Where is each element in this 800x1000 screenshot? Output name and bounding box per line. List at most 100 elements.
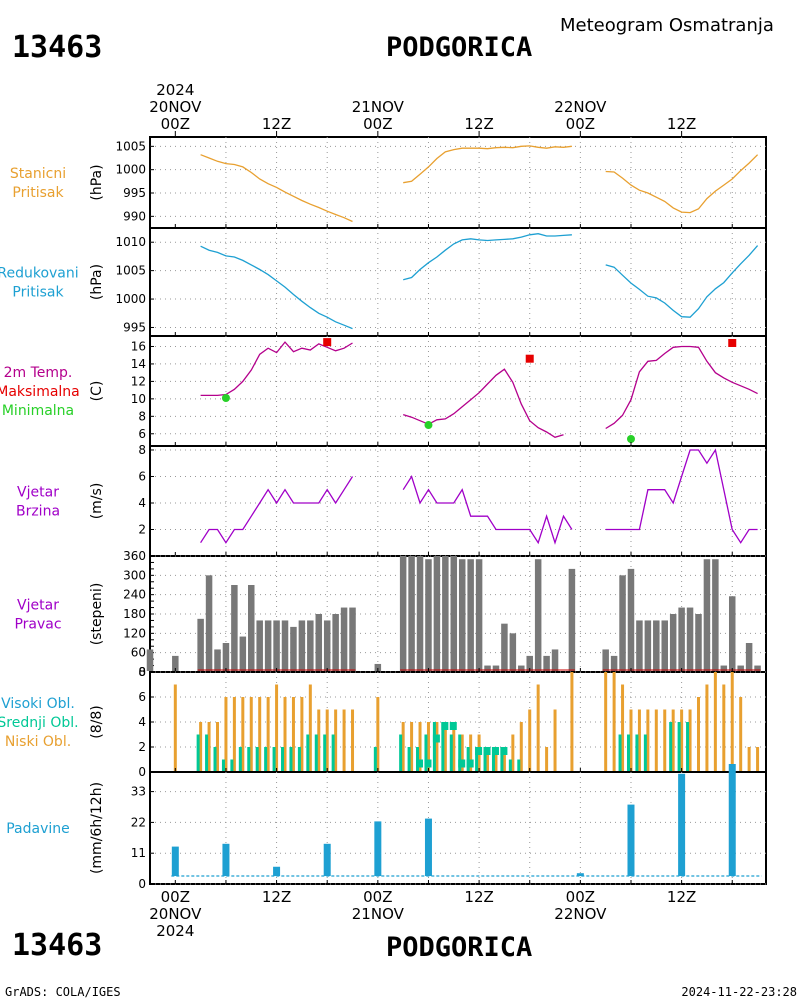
wind-direction-bar <box>627 568 635 671</box>
wind-direction-bar <box>551 649 559 671</box>
wind-direction-bar <box>374 663 382 671</box>
wind-direction-bar <box>754 665 761 671</box>
low-cloud-bar <box>621 684 625 772</box>
panel-label: Maksimalna <box>0 384 80 400</box>
series-line <box>403 145 572 184</box>
low-cloud-bar <box>241 697 245 772</box>
high-cloud-bar <box>458 759 466 768</box>
mid-cloud-bar <box>643 734 647 772</box>
time-label: 12Z <box>667 115 696 133</box>
time-label: 00Z <box>363 115 392 133</box>
y-tick-label: 60 <box>131 646 146 660</box>
y-axis-label: (mm/6h/12h) <box>89 782 105 874</box>
panel-label: Pravac <box>14 617 61 633</box>
low-cloud-bar <box>713 672 717 772</box>
low-cloud-bar <box>376 697 380 772</box>
mid-cloud-bar <box>314 734 318 772</box>
panel-wind_direction: 0 60 120 180 240 300 360 (stepeni) Vjetar Pravac <box>14 549 767 679</box>
wind-direction-bar <box>340 607 348 671</box>
precip-bar <box>171 846 179 876</box>
y-axis-label: (stepeni) <box>89 583 105 646</box>
tmin-marker <box>424 421 433 430</box>
panel-label: Srednji Obl. <box>0 715 79 731</box>
wind-direction-bar <box>399 556 407 671</box>
time-label: 22NOV <box>554 98 607 116</box>
low-cloud-bar <box>756 747 760 772</box>
wind-direction-bar <box>610 655 618 671</box>
series-line <box>402 474 573 545</box>
low-cloud-bar <box>637 709 641 772</box>
mid-cloud-bar <box>491 747 495 772</box>
low-cloud-bar <box>460 734 464 772</box>
wind-direction-bar <box>205 575 213 671</box>
mid-cloud-bar <box>483 747 487 772</box>
wind-direction-bar <box>661 620 668 671</box>
y-tick-label: 0 <box>138 665 146 679</box>
mid-cloud-bar <box>432 722 436 772</box>
high-cloud-bar <box>475 747 483 755</box>
series-line <box>200 245 353 330</box>
y-tick-label: 120 <box>123 626 146 640</box>
y-tick-label: 8 <box>138 443 146 457</box>
wind-direction-bar <box>518 665 525 671</box>
low-cloud-bar <box>502 747 506 772</box>
low-cloud-bar <box>418 722 422 772</box>
mid-cloud-bar <box>297 747 301 772</box>
mid-cloud-bar <box>500 747 504 772</box>
time-label: 20NOV <box>149 98 202 116</box>
panel-reduced_pressure: 995 1000 1005 1010 (hPa) Redukovani Pritisak <box>0 227 767 337</box>
low-cloud-bar <box>207 722 211 772</box>
wind-direction-bar <box>636 620 643 671</box>
time-label: 00Z <box>566 115 595 133</box>
low-cloud-bar <box>604 672 608 772</box>
series-line <box>605 448 758 544</box>
precip-bar <box>678 773 686 876</box>
tmin-marker <box>221 393 230 402</box>
y-axis-label: (8/8) <box>89 705 105 738</box>
mid-cloud-bar <box>230 759 234 772</box>
low-cloud-bar <box>224 697 228 772</box>
panel-frame <box>149 227 767 337</box>
y-tick-label: 10 <box>131 392 146 406</box>
wind-direction-bar <box>349 607 356 671</box>
panel-label: Vjetar <box>17 598 59 614</box>
wind-direction-bar <box>568 568 576 671</box>
wind-direction-bar <box>298 620 306 671</box>
chart-subtitle: Meteogram Osmatranja <box>560 15 774 36</box>
wind-direction-bar <box>315 614 323 671</box>
wind-direction-bar <box>602 649 609 671</box>
high-cloud-bar <box>483 747 491 755</box>
low-cloud-bar <box>486 747 490 772</box>
low-cloud-bar <box>426 722 430 772</box>
tmax-marker <box>525 354 534 363</box>
mid-cloud-bar <box>323 734 327 772</box>
panel-cloud_cover: 0 2 4 6 8 (8/8) Visoki Obl. Srednji Obl. Niski O… <box>0 665 767 779</box>
wind-direction-bar <box>239 636 247 671</box>
wind-direction-bar <box>450 556 458 671</box>
wind-direction-bar <box>307 620 314 671</box>
y-tick-label: 240 <box>123 588 146 602</box>
wind-direction-bar <box>737 665 744 671</box>
precip-bar <box>374 821 382 876</box>
low-cloud-bar <box>351 709 355 772</box>
series-line <box>605 245 759 318</box>
panel-label: Niski Obl. <box>5 734 71 750</box>
y-tick-label: 180 <box>123 607 146 621</box>
y-axis-label: (hPa) <box>89 164 105 200</box>
y-tick-label: 300 <box>123 568 146 582</box>
y-tick-label: 995 <box>123 186 146 200</box>
panel-temperature: 6 8 10 12 14 16 (C) 2m Temp. Maksimalna Minimalna <box>0 335 767 447</box>
wind-direction-bar <box>509 633 517 671</box>
wind-direction-bar <box>492 665 500 671</box>
y-tick-label: 990 <box>123 209 146 223</box>
station-id: 13463 <box>12 30 102 65</box>
low-cloud-bar <box>266 697 270 772</box>
wind-direction-bar <box>442 556 449 671</box>
y-tick-label: 4 <box>138 715 146 729</box>
tmax-marker <box>728 338 737 347</box>
low-cloud-bar <box>300 697 304 772</box>
wind-direction-bar <box>231 585 238 671</box>
wind-direction-bar <box>644 620 652 671</box>
mid-cloud-bar <box>424 734 428 772</box>
precip-bar <box>627 804 635 876</box>
